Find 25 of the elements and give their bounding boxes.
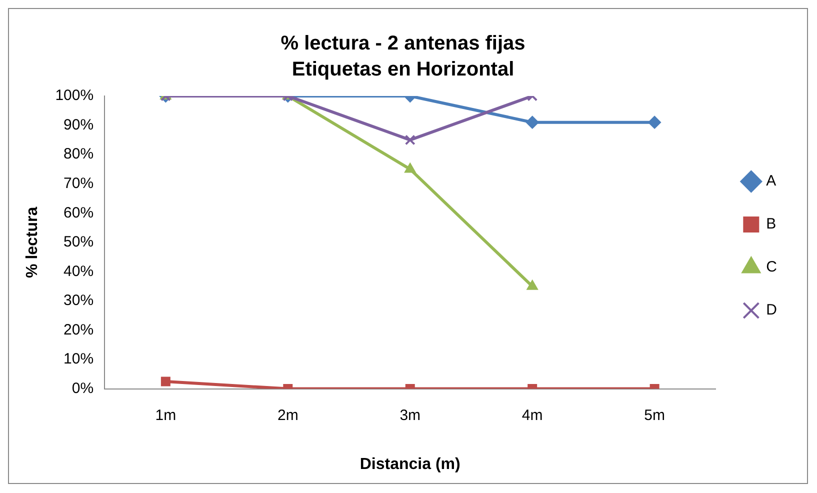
y-tick-label: 60% bbox=[64, 204, 94, 222]
y-tick-label: 10% bbox=[64, 350, 94, 368]
y-tick-label: 100% bbox=[55, 87, 94, 104]
legend-label: B bbox=[766, 216, 776, 233]
y-tick-label: 30% bbox=[64, 292, 94, 310]
y-tick-label: 70% bbox=[64, 174, 94, 192]
x-tick-label: 2m bbox=[277, 406, 298, 424]
y-axis-title: % lectura bbox=[24, 206, 42, 278]
x-tick-label: 5m bbox=[644, 406, 665, 424]
chart-subtitle: Etiquetas en Horizontal bbox=[292, 58, 514, 81]
legend-label: D bbox=[766, 302, 778, 319]
legend-label: C bbox=[766, 258, 778, 276]
x-tick-label: 4m bbox=[522, 406, 543, 424]
legend-label: A bbox=[766, 172, 776, 190]
y-tick-label: 40% bbox=[64, 262, 94, 280]
chart-title: % lectura - 2 antenas fijas bbox=[280, 32, 526, 55]
x-tick-label: 1m bbox=[155, 406, 176, 424]
x-tick-label: 3m bbox=[400, 406, 421, 424]
y-tick-label: 80% bbox=[64, 146, 94, 163]
y-tick-label: 0% bbox=[72, 380, 94, 397]
y-tick-label: 90% bbox=[64, 116, 94, 134]
x-axis-title: Distancia (m) bbox=[360, 456, 460, 473]
y-tick-label: 50% bbox=[64, 234, 94, 251]
y-tick-label: 20% bbox=[64, 321, 94, 338]
point bbox=[526, 280, 538, 290]
